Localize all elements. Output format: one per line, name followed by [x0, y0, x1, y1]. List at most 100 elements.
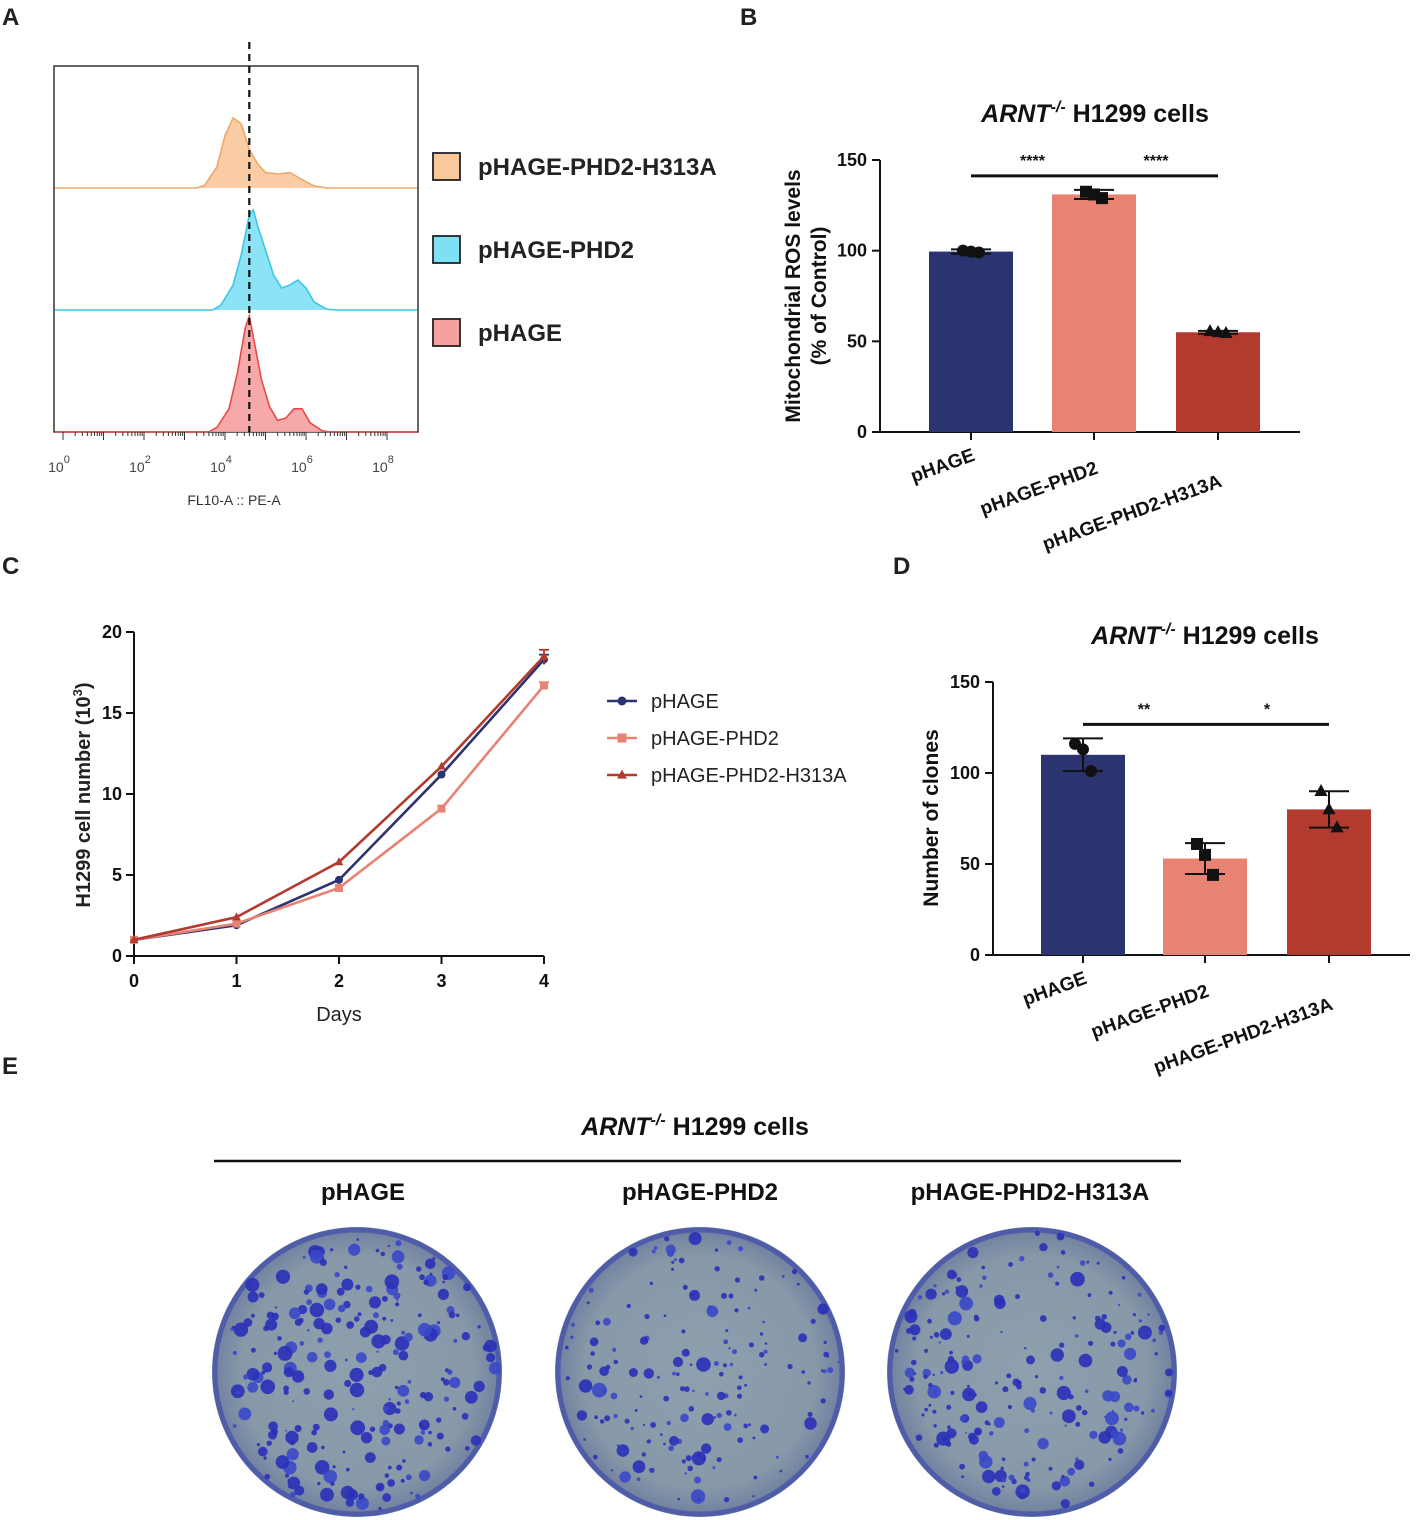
colony [764, 1342, 768, 1345]
x-category-label: pHAGE [1020, 968, 1090, 1010]
y-tick-label: 20 [102, 622, 122, 642]
colony [349, 1382, 365, 1398]
colony [260, 1379, 276, 1395]
colony [1084, 1389, 1089, 1393]
colony [590, 1351, 595, 1356]
colony [604, 1415, 611, 1422]
colony [262, 1362, 273, 1373]
colony [368, 1370, 374, 1376]
panel-d-title: ARNT-/- H1299 cells [1090, 621, 1319, 650]
colony [420, 1424, 425, 1430]
colony [1089, 1430, 1098, 1439]
colony [344, 1265, 348, 1270]
y-tick-label: 0 [857, 422, 867, 442]
panel-letter-d: D [893, 553, 911, 580]
panel-b-bar-chart: ARNT-/- H1299 cells 0 50 100 150 pHAGE pHAGE-… [782, 99, 1300, 555]
colony [1015, 1294, 1020, 1300]
colony [442, 1280, 446, 1284]
colony [639, 1395, 643, 1398]
legend-marker [617, 696, 627, 706]
colony [696, 1453, 701, 1458]
colony [397, 1384, 410, 1397]
colony [396, 1401, 401, 1406]
colony [904, 1310, 918, 1324]
colony [364, 1452, 376, 1463]
colony [452, 1407, 457, 1411]
colony [837, 1361, 840, 1364]
colony [1108, 1457, 1112, 1461]
colony [1060, 1250, 1066, 1255]
colony [714, 1266, 720, 1272]
x-tick-label: 0 [129, 971, 139, 991]
colony [1059, 1375, 1064, 1380]
colony [685, 1455, 692, 1462]
colony [359, 1326, 371, 1338]
colony [357, 1312, 362, 1317]
colony [925, 1288, 937, 1300]
colony [342, 1450, 346, 1454]
colony [933, 1424, 937, 1428]
colony [955, 1285, 969, 1298]
colony [944, 1289, 950, 1294]
colony [1048, 1466, 1053, 1471]
colony [576, 1410, 588, 1421]
colony [979, 1284, 983, 1288]
colony [734, 1308, 739, 1313]
x-tick-label: 1 [231, 971, 241, 991]
colony [1087, 1293, 1092, 1298]
colony [348, 1243, 361, 1256]
colony [738, 1246, 744, 1252]
colony [381, 1334, 391, 1345]
colony [764, 1363, 767, 1366]
colony [1138, 1319, 1143, 1323]
colony [350, 1420, 366, 1436]
colony [744, 1383, 748, 1387]
series-point [335, 875, 343, 884]
colony [303, 1289, 310, 1295]
colony [994, 1381, 999, 1385]
colony [1051, 1481, 1062, 1491]
colony [288, 1307, 301, 1320]
panel-letter-e: E [2, 1053, 19, 1080]
data-point [1211, 325, 1225, 338]
y-tick-label: 50 [847, 331, 867, 351]
colony [696, 1357, 711, 1372]
colony [323, 1407, 338, 1422]
colony [379, 1424, 391, 1436]
colony [283, 1385, 289, 1392]
data-point [1219, 325, 1233, 338]
colony [393, 1423, 405, 1435]
colony [817, 1303, 829, 1315]
colony [1059, 1342, 1065, 1348]
colony [966, 1384, 970, 1388]
colony [419, 1470, 431, 1482]
plate-label-phd2: pHAGE-PHD2 [622, 1179, 778, 1206]
colony [387, 1465, 392, 1470]
colony [669, 1435, 679, 1446]
colony [904, 1385, 914, 1395]
data-point [1199, 848, 1211, 861]
colony [734, 1277, 741, 1283]
colony [277, 1345, 293, 1361]
colony [753, 1475, 758, 1480]
colony [632, 1460, 646, 1474]
colony [1078, 1353, 1093, 1368]
colony [384, 1473, 390, 1478]
x-category-label: pHAGE-PHD2 [977, 458, 1100, 520]
colony [594, 1415, 598, 1420]
colony [353, 1316, 360, 1322]
colony [1137, 1325, 1152, 1340]
colony [484, 1339, 497, 1353]
colony [461, 1412, 469, 1420]
colony [894, 1349, 899, 1353]
panel-letter-c: C [2, 553, 20, 580]
colony [1050, 1348, 1064, 1362]
colony [283, 1367, 294, 1378]
series-point [335, 883, 343, 892]
colony [283, 1389, 289, 1395]
colony [378, 1507, 382, 1511]
series-point [129, 935, 139, 943]
colony [1023, 1396, 1037, 1411]
colony [712, 1466, 716, 1470]
significance-label: ** [1138, 701, 1151, 718]
